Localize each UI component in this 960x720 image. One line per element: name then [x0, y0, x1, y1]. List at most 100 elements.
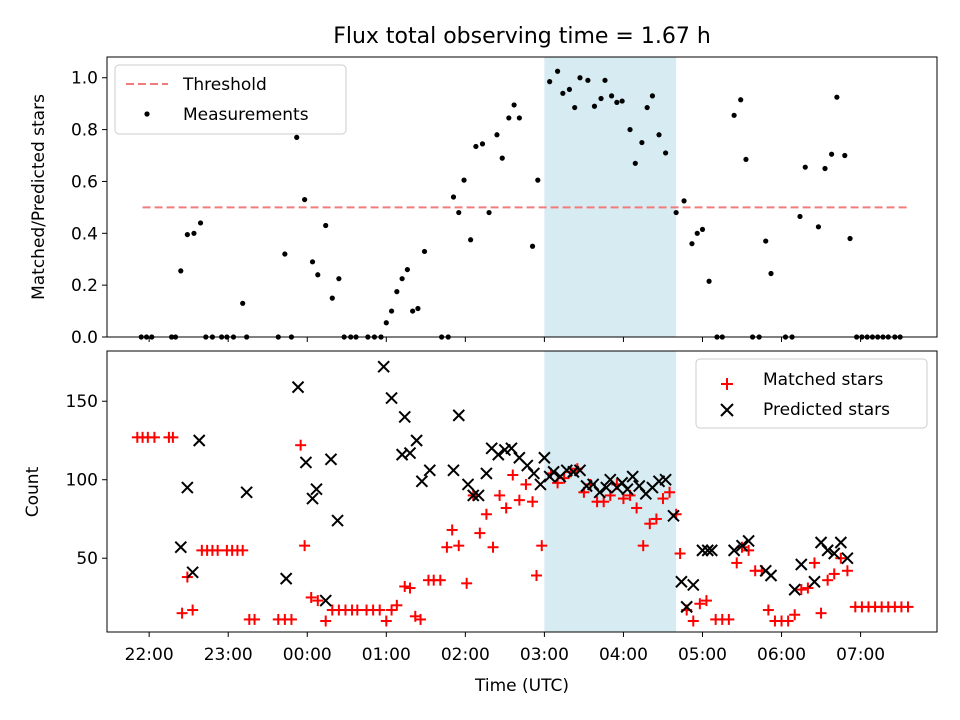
- matched-star-point: [650, 513, 662, 525]
- matched-star-point: [285, 613, 297, 625]
- predicted-star-point: [621, 482, 634, 496]
- matched-star-point: [507, 469, 519, 481]
- matched-star-point: [474, 527, 486, 539]
- y-tick-label: 100: [66, 471, 98, 491]
- predicted-star-point: [452, 409, 465, 422]
- matched-star-point: [815, 607, 827, 619]
- y-tick-label: 0.4: [71, 224, 98, 244]
- matched-star-point: [305, 591, 317, 603]
- bottom-markers: [131, 360, 914, 627]
- measurement-point: [468, 237, 474, 243]
- predicted-star-point: [306, 492, 319, 505]
- matched-star-point: [795, 584, 807, 596]
- predicted-star-point: [821, 544, 834, 557]
- predicted-star-point: [742, 534, 755, 548]
- legend-measurements-label: Measurements: [183, 105, 309, 125]
- measurement-point: [731, 112, 737, 118]
- measurement-point: [694, 230, 700, 236]
- measurement-point: [178, 268, 184, 274]
- bottom-legend: Matched stars Predicted stars: [695, 358, 928, 429]
- predicted-star-point: [403, 446, 417, 460]
- x-axis-label: Time (UTC): [474, 676, 569, 696]
- matched-star-point: [723, 613, 735, 625]
- measurement-point: [394, 289, 400, 295]
- matched-star-point: [617, 493, 629, 505]
- measurement-point: [560, 90, 566, 96]
- measurement-point: [450, 194, 457, 200]
- measurement-point: [516, 115, 522, 121]
- measurement-point: [815, 224, 822, 230]
- measurement-point: [415, 305, 421, 312]
- y-tick-label: 50: [76, 549, 98, 569]
- matched-star-point: [841, 565, 853, 577]
- x-tick-label: 06:00: [757, 645, 806, 665]
- predicted-star-point: [593, 486, 606, 499]
- bottom-legend-box: [695, 358, 928, 429]
- measurement-point: [639, 139, 645, 146]
- predicted-star-point: [240, 486, 253, 499]
- predicted-star-point: [467, 489, 480, 502]
- matched-star-point: [762, 604, 774, 616]
- measurement-point: [511, 102, 517, 108]
- predicted-star-point: [377, 360, 390, 373]
- legend-matched-swatch: [721, 378, 733, 390]
- x-tick-label: 03:00: [520, 645, 569, 665]
- measurement-point: [191, 230, 197, 236]
- x-tick-label: 07:00: [836, 645, 885, 665]
- top-x-ticks: [148, 337, 862, 342]
- predicted-star-point: [310, 482, 323, 496]
- x-tick-label: 02:00: [441, 645, 490, 665]
- matched-star-point: [176, 607, 188, 619]
- top-y-ticks: 0.0 0.2 0.4 0.6 0.8 1.0: [71, 69, 107, 348]
- measurement-point: [598, 95, 604, 102]
- measurement-point: [479, 141, 486, 147]
- matched-star-point: [644, 518, 656, 530]
- matched-star-point: [148, 431, 160, 443]
- matched-star-point: [782, 615, 794, 627]
- measurement-point: [323, 222, 329, 229]
- measurement-point: [461, 177, 467, 183]
- measurement-point: [591, 103, 598, 109]
- measurement-point: [847, 235, 853, 242]
- measurement-point: [572, 104, 578, 111]
- legend-predicted-swatch: [720, 403, 734, 417]
- predicted-star-point: [788, 583, 801, 596]
- predicted-star-point: [492, 448, 505, 461]
- measurement-point: [649, 93, 656, 99]
- measurement-point: [802, 164, 808, 170]
- predicted-star-point: [461, 478, 475, 491]
- predicted-star-point: [299, 456, 313, 469]
- predicted-star-point: [701, 544, 714, 557]
- matched-star-point: [487, 541, 499, 553]
- matched-star-point: [527, 496, 539, 508]
- predicted-star-point: [480, 467, 493, 480]
- measurement-point: [302, 196, 308, 203]
- matched-star-point: [480, 508, 492, 520]
- predicted-star-point: [626, 470, 639, 483]
- x-tick-label: 04:00: [599, 645, 648, 665]
- measurement-point: [602, 77, 608, 83]
- predicted-star-point: [659, 473, 672, 486]
- bottom-plot-frame: [106, 350, 938, 633]
- y-tick-label: 0.8: [71, 121, 98, 141]
- y-tick-label: 0.0: [71, 328, 98, 348]
- predicted-star-point: [291, 380, 305, 394]
- legend-matched-label: Matched stars: [763, 370, 883, 390]
- matched-star-point: [374, 604, 386, 616]
- x-tick-label: 22:00: [125, 645, 174, 665]
- predicted-star-point: [667, 509, 680, 523]
- matched-star-point: [500, 502, 512, 514]
- matched-star-point: [687, 615, 699, 627]
- measurement-point: [585, 77, 591, 83]
- x-tick-label: 05:00: [678, 645, 727, 665]
- legend-threshold-label: Threshold: [182, 75, 267, 95]
- measurement-point: [566, 86, 573, 93]
- top-panel: 0.0 0.2 0.4 0.6 0.8 1.0 Flux total observing …: [29, 24, 938, 348]
- y-tick-label: 0.6: [71, 172, 98, 192]
- bottom-panel: 50 100 150 22:00 23:00 00:00 01:00 02:00 03:00 0…: [23, 350, 938, 696]
- matched-star-point: [731, 557, 743, 569]
- measurement-point: [473, 143, 479, 150]
- predicted-star-point: [727, 544, 741, 557]
- matched-star-point: [415, 613, 427, 625]
- matched-star-point: [802, 582, 814, 594]
